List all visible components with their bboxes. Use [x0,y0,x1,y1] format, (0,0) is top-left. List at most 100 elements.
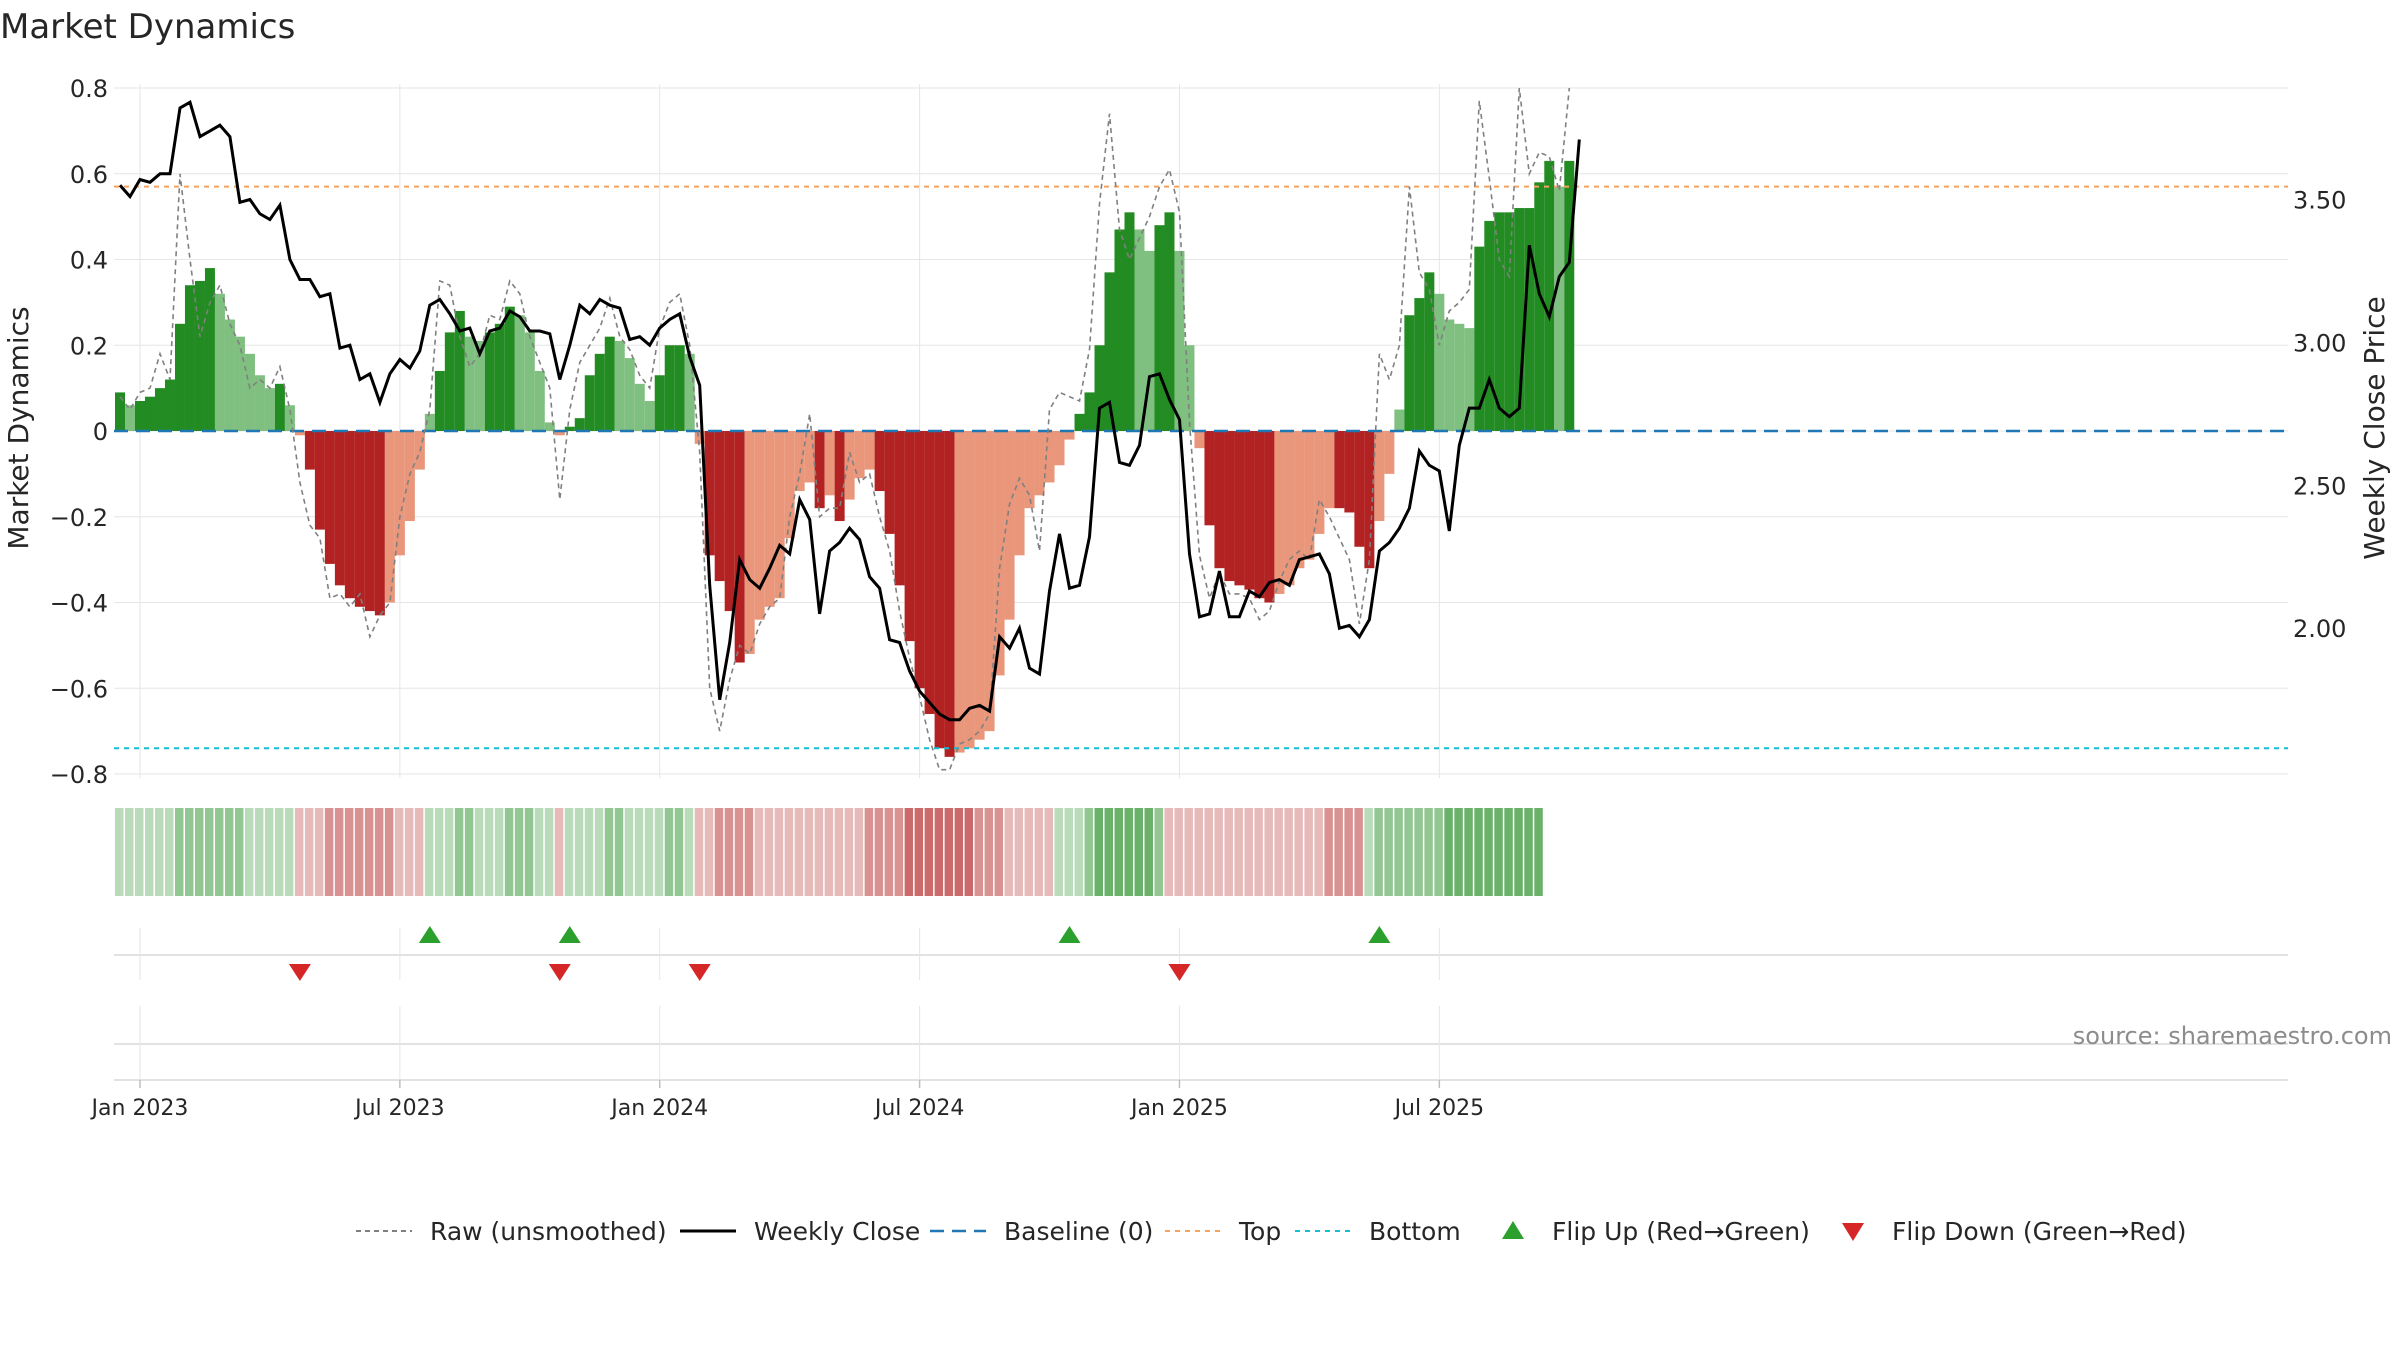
histogram-bar [1354,431,1365,547]
regime-cell [234,808,244,896]
histogram-bar [394,431,405,556]
regime-cell [184,808,194,896]
histogram-bar [1284,431,1295,586]
regime-cell [744,808,754,896]
right-axis-label: Weekly Close Price [2358,296,2391,559]
histogram-bar [894,431,905,586]
histogram-bar [664,345,675,431]
histogram-bar [794,431,805,492]
histogram-bar [844,431,855,500]
regime-cell [1524,808,1533,896]
histogram-bar [1364,431,1375,569]
regime-cell [394,808,404,896]
regime-cell [1224,808,1233,896]
histogram-bar [1534,182,1545,431]
reference-lines [114,185,2288,750]
regime-cell [1404,808,1413,896]
regime-cell [294,808,304,896]
histogram-bar [324,431,335,564]
histogram-bar [224,319,235,431]
regime-cell [154,808,164,896]
regime-cell [874,808,884,896]
regime-cell [1414,808,1423,896]
histogram-bar [544,422,555,431]
regime-cell [1464,808,1473,896]
histogram-bar [704,431,715,556]
histogram-bar [754,431,765,620]
regime-cell [474,808,484,896]
regime-cell [1104,808,1114,896]
regime-cell [464,808,474,896]
histogram-bar [374,431,385,616]
regime-cell [134,808,144,896]
histogram-bar [214,293,225,431]
histogram-bar [124,405,135,431]
regime-cell [1284,808,1293,896]
regime-cell [1264,808,1273,896]
regime-cell [904,808,914,896]
regime-cell [914,808,924,896]
regime-cell [1204,808,1213,896]
legend-label: Top [1238,1217,1281,1246]
regime-cell [604,808,614,896]
histogram-bar [474,340,485,431]
histogram-bar [144,396,155,431]
histogram-bar [1044,431,1055,483]
raw-line [119,87,1571,771]
histogram-bar [1134,229,1145,431]
left-tick-label: −0.4 [50,590,108,618]
histogram-bar [504,306,515,431]
histogram-bar [954,431,965,753]
regime-cell [1384,808,1393,896]
histogram-bar [134,400,145,431]
regime-cell [734,808,744,896]
regime-cell [414,808,424,896]
regime-cell [964,808,974,896]
regime-cell [1194,808,1203,896]
regime-cell [1504,808,1513,896]
flip-up-marker [558,926,581,943]
histogram-bar [874,431,885,492]
regime-cell [224,808,234,896]
histogram-bar [1514,208,1525,431]
regime-cell [884,808,894,896]
regime-cell [374,808,384,896]
histogram-bar [684,353,695,431]
histogram-bar [534,370,545,431]
histogram-bar [744,431,755,654]
histogram-bar [574,418,585,431]
flip-up-marker [1368,926,1391,943]
regime-cell [454,808,464,896]
regime-cell [1014,808,1024,896]
histogram-bar [904,431,915,642]
histogram-bar [1234,431,1245,586]
histogram-bar [364,431,375,612]
regime-cell [564,808,574,896]
regime-cell [944,808,954,896]
regime-cell [714,808,724,896]
histogram-bar [1094,345,1105,431]
source-panel [114,1006,2288,1080]
regime-cell [804,808,814,896]
histogram-bar [1224,431,1235,582]
regime-cell [594,808,604,896]
regime-cell [514,808,524,896]
histogram-bar [454,310,465,431]
histogram-bars [115,160,1575,757]
regime-cell [1234,808,1243,896]
regime-cell [754,808,764,896]
histogram-bar [1084,392,1095,431]
regime-cell [644,808,654,896]
regime-cell [1164,808,1173,896]
histogram-bar [1444,319,1455,431]
right-y-axis: 3.50 3.00 2.50 2.00 [2293,186,2346,643]
regime-cell [384,808,394,896]
legend-flip-up-swatch [1502,1221,1524,1239]
regime-cell [194,808,204,896]
regime-cell [1344,808,1353,896]
regime-cell [1034,808,1044,896]
regime-cell [1324,808,1333,896]
histogram-bar [1194,431,1205,449]
histogram-bar [1174,250,1185,431]
